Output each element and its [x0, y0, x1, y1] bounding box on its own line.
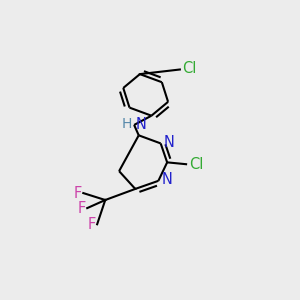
Text: N: N — [161, 172, 172, 187]
Text: N: N — [164, 135, 174, 150]
Text: F: F — [88, 217, 96, 232]
Text: Cl: Cl — [190, 157, 204, 172]
Text: Cl: Cl — [182, 61, 196, 76]
Text: F: F — [74, 186, 82, 201]
Text: F: F — [78, 201, 86, 216]
Text: H: H — [122, 118, 132, 131]
Text: N: N — [135, 117, 146, 132]
